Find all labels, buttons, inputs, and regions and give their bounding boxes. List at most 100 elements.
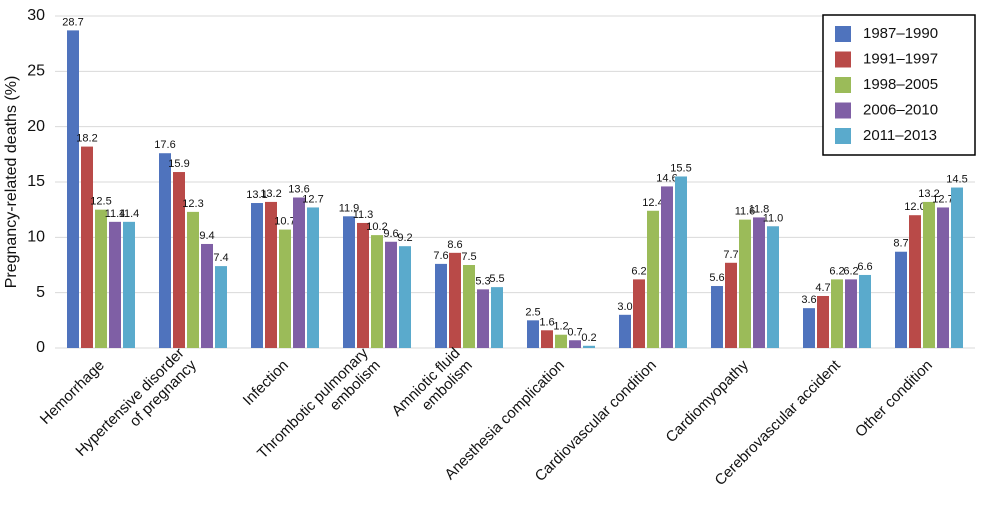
- bar: [633, 279, 645, 348]
- value-label: 13.2: [260, 188, 281, 200]
- value-label: 11.6: [735, 206, 756, 218]
- y-tick-label: 25: [27, 63, 45, 80]
- value-label: 8.6: [447, 239, 462, 251]
- value-label: 11.4: [105, 208, 126, 220]
- bar: [371, 235, 383, 348]
- x-tick-label: Infection: [240, 357, 292, 409]
- value-label: 9.4: [199, 230, 214, 242]
- bar: [895, 251, 907, 348]
- bar: [845, 279, 857, 348]
- bar: [293, 197, 305, 348]
- bar: [109, 221, 121, 348]
- value-label: 5.6: [709, 272, 724, 284]
- value-label: 14.5: [946, 174, 967, 186]
- value-label: 13.2: [918, 188, 939, 200]
- bar: [753, 217, 765, 348]
- bar: [951, 187, 963, 348]
- value-label: 6.2: [829, 265, 844, 277]
- bar: [491, 287, 503, 348]
- y-tick-label: 15: [27, 173, 45, 190]
- value-label: 12.5: [90, 196, 111, 208]
- x-tick-label: Amniotic fluidembolism: [389, 345, 476, 432]
- value-label: 2.5: [525, 306, 540, 318]
- bar: [357, 222, 369, 348]
- value-label: 12.7: [302, 193, 323, 205]
- value-label: 1.6: [539, 316, 554, 328]
- bar: [569, 340, 581, 348]
- value-label: 11.0: [763, 212, 784, 224]
- y-tick-label: 20: [27, 118, 45, 135]
- bar: [739, 219, 751, 348]
- legend-label: 2006–2010: [863, 101, 938, 118]
- value-label: 10.2: [366, 221, 387, 233]
- value-label: 13.6: [288, 183, 309, 195]
- bar: [909, 215, 921, 348]
- value-label: 5.5: [489, 273, 504, 285]
- bar: [803, 308, 815, 348]
- value-label: 8.7: [893, 238, 908, 250]
- legend-label: 1987–1990: [863, 25, 938, 42]
- bar: [463, 265, 475, 348]
- value-label: 0.7: [567, 326, 582, 338]
- bar: [619, 314, 631, 348]
- bar: [711, 286, 723, 348]
- value-label: 1.2: [553, 321, 568, 333]
- value-label: 11.8: [749, 203, 770, 215]
- legend-swatch: [835, 77, 851, 93]
- x-tick-label: Cardiomyopathy: [663, 356, 753, 446]
- bar: [661, 186, 673, 348]
- y-axis-label: Pregnancy-related deaths (%): [3, 76, 20, 289]
- y-tick-label: 30: [27, 7, 45, 24]
- bar: [385, 241, 397, 348]
- bar: [583, 345, 595, 348]
- value-label: 12.4: [642, 197, 663, 209]
- bar: [95, 209, 107, 348]
- value-label: 28.7: [62, 16, 83, 28]
- value-label: 3.0: [617, 301, 632, 313]
- bar: [477, 289, 489, 348]
- bar: [307, 207, 319, 348]
- bar: [67, 30, 79, 349]
- value-label: 17.6: [154, 139, 175, 151]
- bar: [675, 176, 687, 348]
- value-label: 6.2: [843, 265, 858, 277]
- bar: [343, 216, 355, 348]
- bar: [817, 295, 829, 348]
- value-label: 7.7: [723, 249, 738, 261]
- value-label: 14.6: [656, 172, 677, 184]
- value-label: 15.9: [168, 158, 189, 170]
- value-label: 18.2: [76, 133, 97, 145]
- value-label: 10.7: [274, 216, 295, 228]
- legend-swatch: [835, 102, 851, 119]
- value-label: 11.3: [353, 209, 374, 221]
- bar: [123, 221, 135, 348]
- value-label: 3.6: [801, 294, 816, 306]
- value-label: 11.4: [119, 208, 140, 220]
- bar: [265, 201, 277, 348]
- value-label: 9.2: [397, 232, 412, 244]
- bar: [251, 203, 263, 348]
- legend-label: 1998–2005: [863, 76, 938, 93]
- bar: [725, 262, 737, 348]
- bar: [937, 207, 949, 348]
- value-label: 6.2: [631, 265, 646, 277]
- value-label: 6.6: [857, 261, 872, 273]
- value-label: 7.5: [461, 251, 476, 263]
- value-label: 13.1: [246, 189, 267, 201]
- legend-swatch: [835, 128, 851, 144]
- value-label: 11.9: [339, 202, 360, 214]
- bar: [767, 226, 779, 348]
- value-label: 12.7: [932, 193, 953, 205]
- bar: [555, 334, 567, 348]
- bar: [81, 146, 93, 348]
- bar: [279, 229, 291, 348]
- bar: [187, 211, 199, 348]
- bar: [159, 153, 171, 348]
- value-label: 0.2: [581, 332, 596, 344]
- bar: [215, 266, 227, 348]
- value-label: 15.5: [670, 162, 691, 174]
- legend-label: 2011–2013: [863, 127, 937, 144]
- bar: [201, 243, 213, 348]
- bar: [173, 172, 185, 348]
